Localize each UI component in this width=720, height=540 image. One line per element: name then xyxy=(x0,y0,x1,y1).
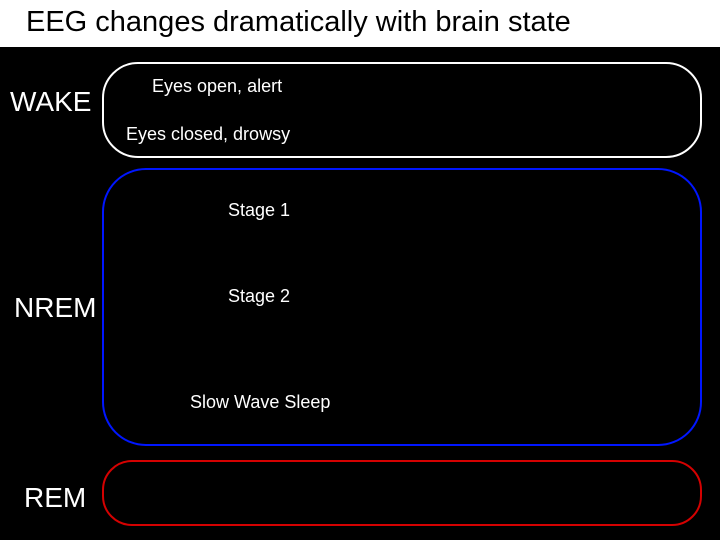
slide-title: EEG changes dramatically with brain stat… xyxy=(0,0,720,47)
state-label-rem: REM xyxy=(24,482,86,514)
panel-wake: Eyes open, alert Eyes closed, drowsy xyxy=(102,62,702,158)
panel-nrem: Stage 1 Stage 2 Slow Wave Sleep xyxy=(102,168,702,446)
nrem-text-sws: Slow Wave Sleep xyxy=(190,392,330,413)
panel-rem xyxy=(102,460,702,526)
wake-text-eyes-closed: Eyes closed, drowsy xyxy=(126,124,290,145)
nrem-text-stage1: Stage 1 xyxy=(228,200,290,221)
state-label-nrem: NREM xyxy=(14,292,96,324)
wake-text-eyes-open: Eyes open, alert xyxy=(152,76,282,97)
state-label-wake: WAKE xyxy=(10,86,91,118)
nrem-text-stage2: Stage 2 xyxy=(228,286,290,307)
